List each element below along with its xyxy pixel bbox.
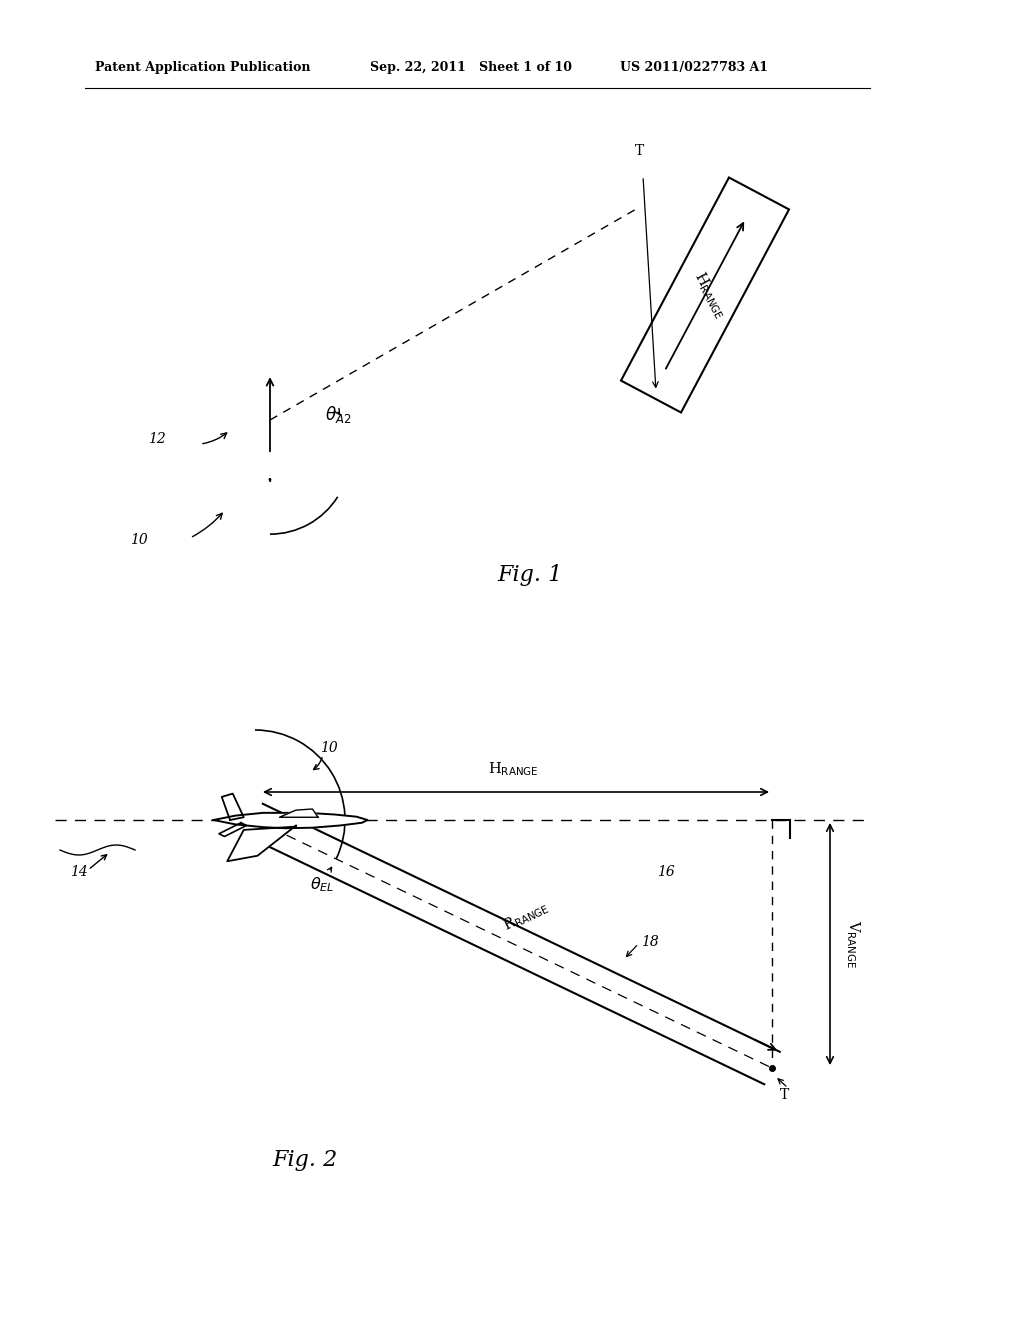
Text: 12: 12 — [148, 432, 166, 446]
Text: 16: 16 — [657, 865, 675, 879]
Text: $\theta_{A2}$: $\theta_{A2}$ — [325, 404, 351, 425]
Text: 10: 10 — [319, 741, 338, 755]
Polygon shape — [222, 793, 244, 820]
Text: 18: 18 — [641, 935, 658, 949]
Text: Patent Application Publication: Patent Application Publication — [95, 62, 310, 74]
Text: H$_{\mathsf{RANGE}}$: H$_{\mathsf{RANGE}}$ — [690, 268, 729, 321]
Polygon shape — [227, 825, 296, 861]
Polygon shape — [219, 822, 247, 837]
Text: Fig. 1: Fig. 1 — [498, 564, 562, 586]
Text: T: T — [780, 1088, 790, 1102]
Text: 14: 14 — [70, 865, 88, 879]
Text: R$_{\mathsf{RANGE}}$: R$_{\mathsf{RANGE}}$ — [501, 899, 552, 936]
Text: T: T — [635, 144, 644, 158]
Text: $\theta_{EL}$: $\theta_{EL}$ — [310, 875, 335, 895]
Text: Sep. 22, 2011   Sheet 1 of 10: Sep. 22, 2011 Sheet 1 of 10 — [370, 62, 572, 74]
Text: H$_{\mathsf{RANGE}}$: H$_{\mathsf{RANGE}}$ — [488, 760, 539, 777]
Polygon shape — [280, 809, 318, 817]
Text: US 2011/0227783 A1: US 2011/0227783 A1 — [620, 62, 768, 74]
Text: 10: 10 — [130, 533, 147, 546]
Text: Fig. 2: Fig. 2 — [272, 1148, 338, 1171]
Polygon shape — [213, 813, 368, 828]
Text: V$_{\mathsf{RANGE}}$: V$_{\mathsf{RANGE}}$ — [844, 920, 862, 968]
